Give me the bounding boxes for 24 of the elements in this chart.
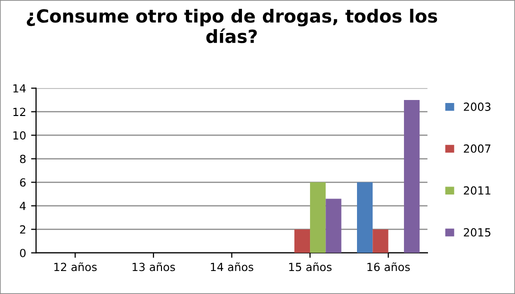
legend-label: 2007 (464, 144, 490, 153)
chart-title: ¿Consume otro tipo de drogas, todos los días? (26, 8, 438, 44)
x-tick-label: 12 años (54, 262, 97, 272)
y-tick-label: 6 (20, 178, 26, 187)
legend-label: 2003 (464, 102, 490, 111)
y-tick-label: 8 (20, 154, 26, 164)
x-tick-label: 13 años (132, 262, 175, 272)
y-tick-label: 2 (20, 225, 26, 234)
y-tick-label: 10 (13, 131, 26, 140)
x-tick-label: 14 años (210, 262, 254, 272)
y-tick-label: 14 (13, 84, 26, 92)
y-tick-label: 12 (13, 108, 26, 116)
bar (294, 229, 310, 253)
x-tick-label: 15 años (289, 262, 332, 272)
bar (372, 229, 388, 253)
bar (404, 100, 420, 253)
bar (326, 198, 342, 253)
bar (357, 182, 373, 253)
legend-label: 2011 (464, 186, 490, 195)
y-tick-label: 0 (20, 248, 26, 258)
y-tick-label: 4 (20, 202, 26, 210)
legend-label: 2015 (464, 228, 490, 237)
x-tick-label: 16 años (367, 262, 410, 272)
bar (310, 182, 326, 253)
